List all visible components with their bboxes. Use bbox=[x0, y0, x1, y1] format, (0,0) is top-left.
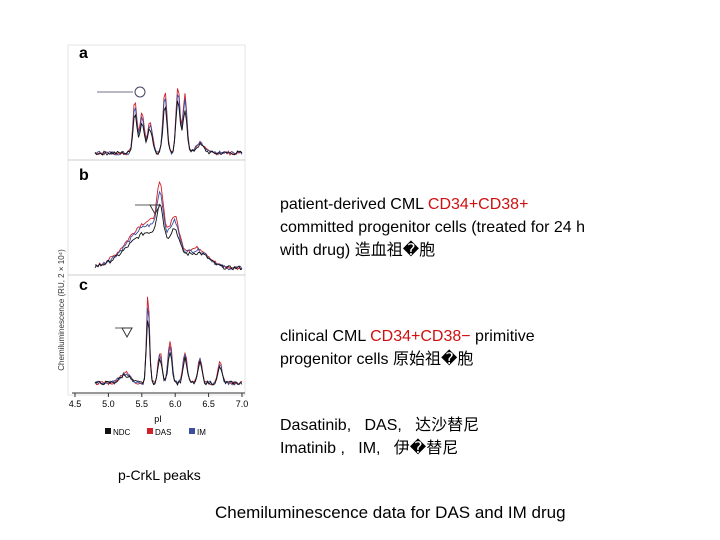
panel-label: b bbox=[79, 167, 89, 184]
panel-label: c bbox=[79, 277, 88, 294]
text-line: progenitor cells 原始祖�胞 bbox=[280, 348, 535, 371]
text-segment: CD34+CD38+ bbox=[427, 196, 529, 213]
text-segment: Imatinib , IM, 伊�替尼 bbox=[280, 440, 459, 457]
x-tick-label: 6.5 bbox=[202, 399, 215, 409]
text-segment: Dasatinib, DAS, 达沙替尼 bbox=[280, 417, 480, 434]
figure: a b c Chemiluminescence (RU, 2 × 10⁴) pI… bbox=[57, 44, 249, 437]
peak-marker bbox=[149, 204, 161, 216]
text-line: Dasatinib, DAS, 达沙替尼 bbox=[280, 414, 479, 437]
text-block: Dasatinib, DAS, 达沙替尼 Imatinib , IM, 伊�替尼 bbox=[280, 414, 479, 460]
text-line: Imatinib , IM, 伊�替尼 bbox=[280, 437, 479, 460]
legend-swatch bbox=[189, 428, 195, 434]
text-segment: patient-derived CML bbox=[280, 196, 428, 213]
caption: p-CrkL peaks bbox=[118, 467, 201, 483]
text-segment: committed progenitor cells (treated for … bbox=[280, 219, 586, 236]
trace bbox=[94, 203, 243, 271]
text-segment: CD34+CD38− bbox=[370, 328, 471, 345]
text-block: clinical CML CD34+CD38− primitive progeni… bbox=[280, 325, 535, 371]
trace bbox=[94, 320, 243, 386]
legend-label: IM bbox=[197, 428, 206, 437]
x-tick-label: 4.5 bbox=[69, 399, 82, 409]
legend-swatch bbox=[147, 428, 153, 434]
peak-marker bbox=[134, 86, 146, 98]
x-tick-label: 5.5 bbox=[136, 399, 149, 409]
text-line: committed progenitor cells (treated for … bbox=[280, 216, 585, 239]
legend-label: DAS bbox=[155, 428, 171, 437]
text-block: patient-derived CML CD34+CD38+ committed … bbox=[280, 193, 585, 262]
text-line: patient-derived CML CD34+CD38+ bbox=[280, 193, 585, 216]
footer: Chemiluminescence data for DAS and IM dr… bbox=[215, 503, 566, 522]
x-tick-label: 5.0 bbox=[102, 399, 115, 409]
x-tick-label: 7.0 bbox=[236, 399, 249, 409]
trace bbox=[94, 100, 243, 156]
text-line: clinical CML CD34+CD38− primitive bbox=[280, 325, 535, 348]
panel-label: a bbox=[79, 45, 88, 62]
text-segment: primitive bbox=[470, 328, 535, 345]
legend-swatch bbox=[105, 428, 111, 434]
text-line: with drug) 造血祖�胞 bbox=[280, 239, 585, 262]
legend-label: NDC bbox=[113, 428, 131, 437]
text-segment: progenitor cells 原始祖�胞 bbox=[280, 351, 474, 368]
x-tick-label: 6.0 bbox=[169, 399, 182, 409]
x-axis-label: pI bbox=[154, 414, 162, 424]
text-segment: with drug) 造血祖�胞 bbox=[280, 242, 436, 259]
peak-marker bbox=[121, 327, 133, 339]
text-segment: clinical CML bbox=[280, 328, 371, 345]
y-axis-label: Chemiluminescence (RU, 2 × 10⁴) bbox=[57, 249, 66, 371]
